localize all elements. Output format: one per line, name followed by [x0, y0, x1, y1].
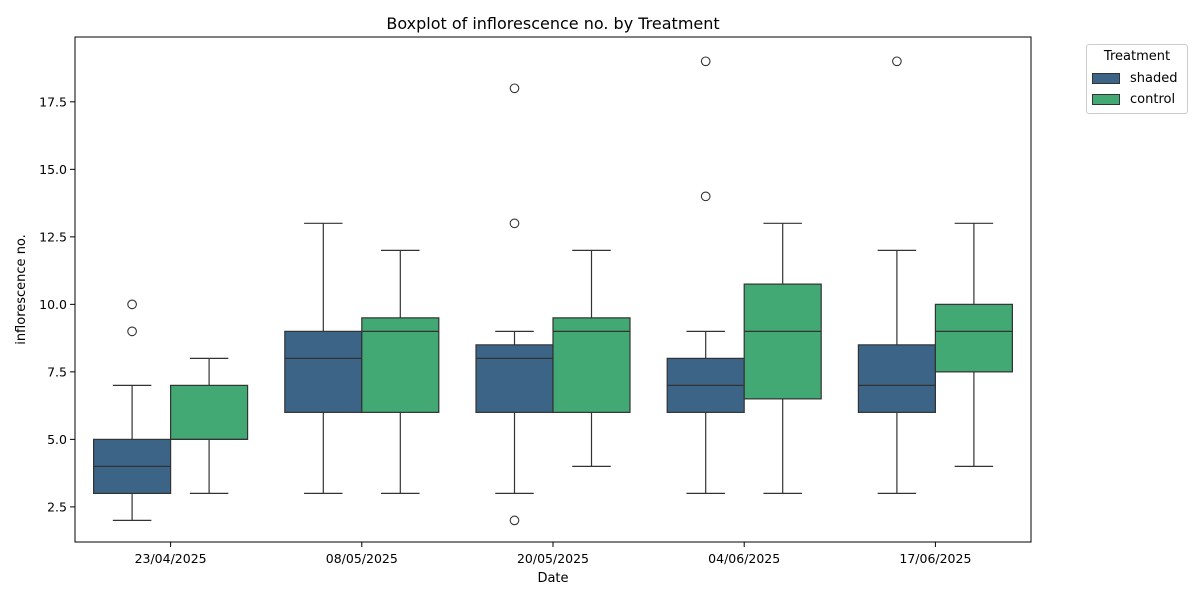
x-tick-label: 04/06/2025 — [708, 551, 780, 566]
legend: Treatment shaded control — [1086, 44, 1188, 114]
box-shaded-3 — [475, 83, 554, 526]
axes-frame — [74, 36, 1032, 543]
outlier-point — [509, 83, 520, 94]
y-tick-label: 15.0 — [39, 162, 67, 177]
legend-label-shaded: shaded — [1130, 70, 1178, 86]
legend-swatch-shaded — [1092, 72, 1120, 84]
box-control-3 — [552, 249, 631, 467]
outlier-point — [892, 56, 902, 67]
box-control-1 — [170, 357, 249, 494]
x-tick-label: 17/06/2025 — [899, 551, 971, 566]
outlier-point — [509, 218, 520, 229]
chart-title: Boxplot of inflorescence no. by Treatmen… — [386, 14, 719, 33]
iqr-box — [361, 317, 440, 413]
iqr-box — [284, 330, 363, 413]
box-shaded-2 — [284, 222, 363, 494]
x-axis-label: Date — [537, 571, 568, 586]
legend-item-shaded: shaded — [1092, 69, 1177, 87]
box-control-4 — [743, 222, 822, 494]
iqr-box — [743, 283, 822, 400]
outlier-point — [700, 191, 711, 202]
y-tick-label: 7.5 — [47, 364, 67, 379]
x-axis: 23/04/2025 08/05/2025 20/05/2025 04/06/2025… — [135, 542, 971, 566]
iqr-box — [857, 344, 937, 413]
outlier-point — [509, 515, 520, 526]
box-control-2 — [361, 249, 440, 494]
iqr-box — [934, 303, 1014, 373]
legend-title: Treatment — [1103, 49, 1171, 64]
box-shaded-4 — [666, 56, 745, 494]
legend-item-control: control — [1092, 90, 1175, 108]
y-axis-label: inflorescence no. — [14, 234, 29, 345]
outlier-point — [127, 326, 137, 337]
legend-label-control: control — [1130, 91, 1176, 107]
y-tick-label: 10.0 — [39, 297, 67, 312]
iqr-box — [170, 384, 249, 440]
outlier-point — [700, 56, 711, 67]
iqr-box — [475, 344, 554, 413]
iqr-box — [552, 317, 631, 413]
box-shaded-1 — [92, 299, 172, 521]
y-tick-label: 2.5 — [47, 499, 67, 514]
x-tick-label: 08/05/2025 — [326, 551, 398, 566]
x-tick-label: 20/05/2025 — [517, 551, 589, 566]
box-shaded-5 — [857, 56, 937, 494]
y-tick-label: 17.5 — [39, 94, 67, 109]
y-axis: 2.5 5.0 7.5 10.0 12.5 15.0 17.5 — [39, 94, 75, 514]
outlier-point — [127, 299, 137, 310]
box-control-5 — [934, 222, 1014, 467]
x-tick-label: 23/04/2025 — [135, 551, 207, 566]
legend-swatch-control — [1092, 93, 1120, 105]
plot-area — [92, 56, 1014, 526]
y-tick-label: 5.0 — [47, 432, 67, 447]
y-tick-label: 12.5 — [39, 229, 67, 244]
